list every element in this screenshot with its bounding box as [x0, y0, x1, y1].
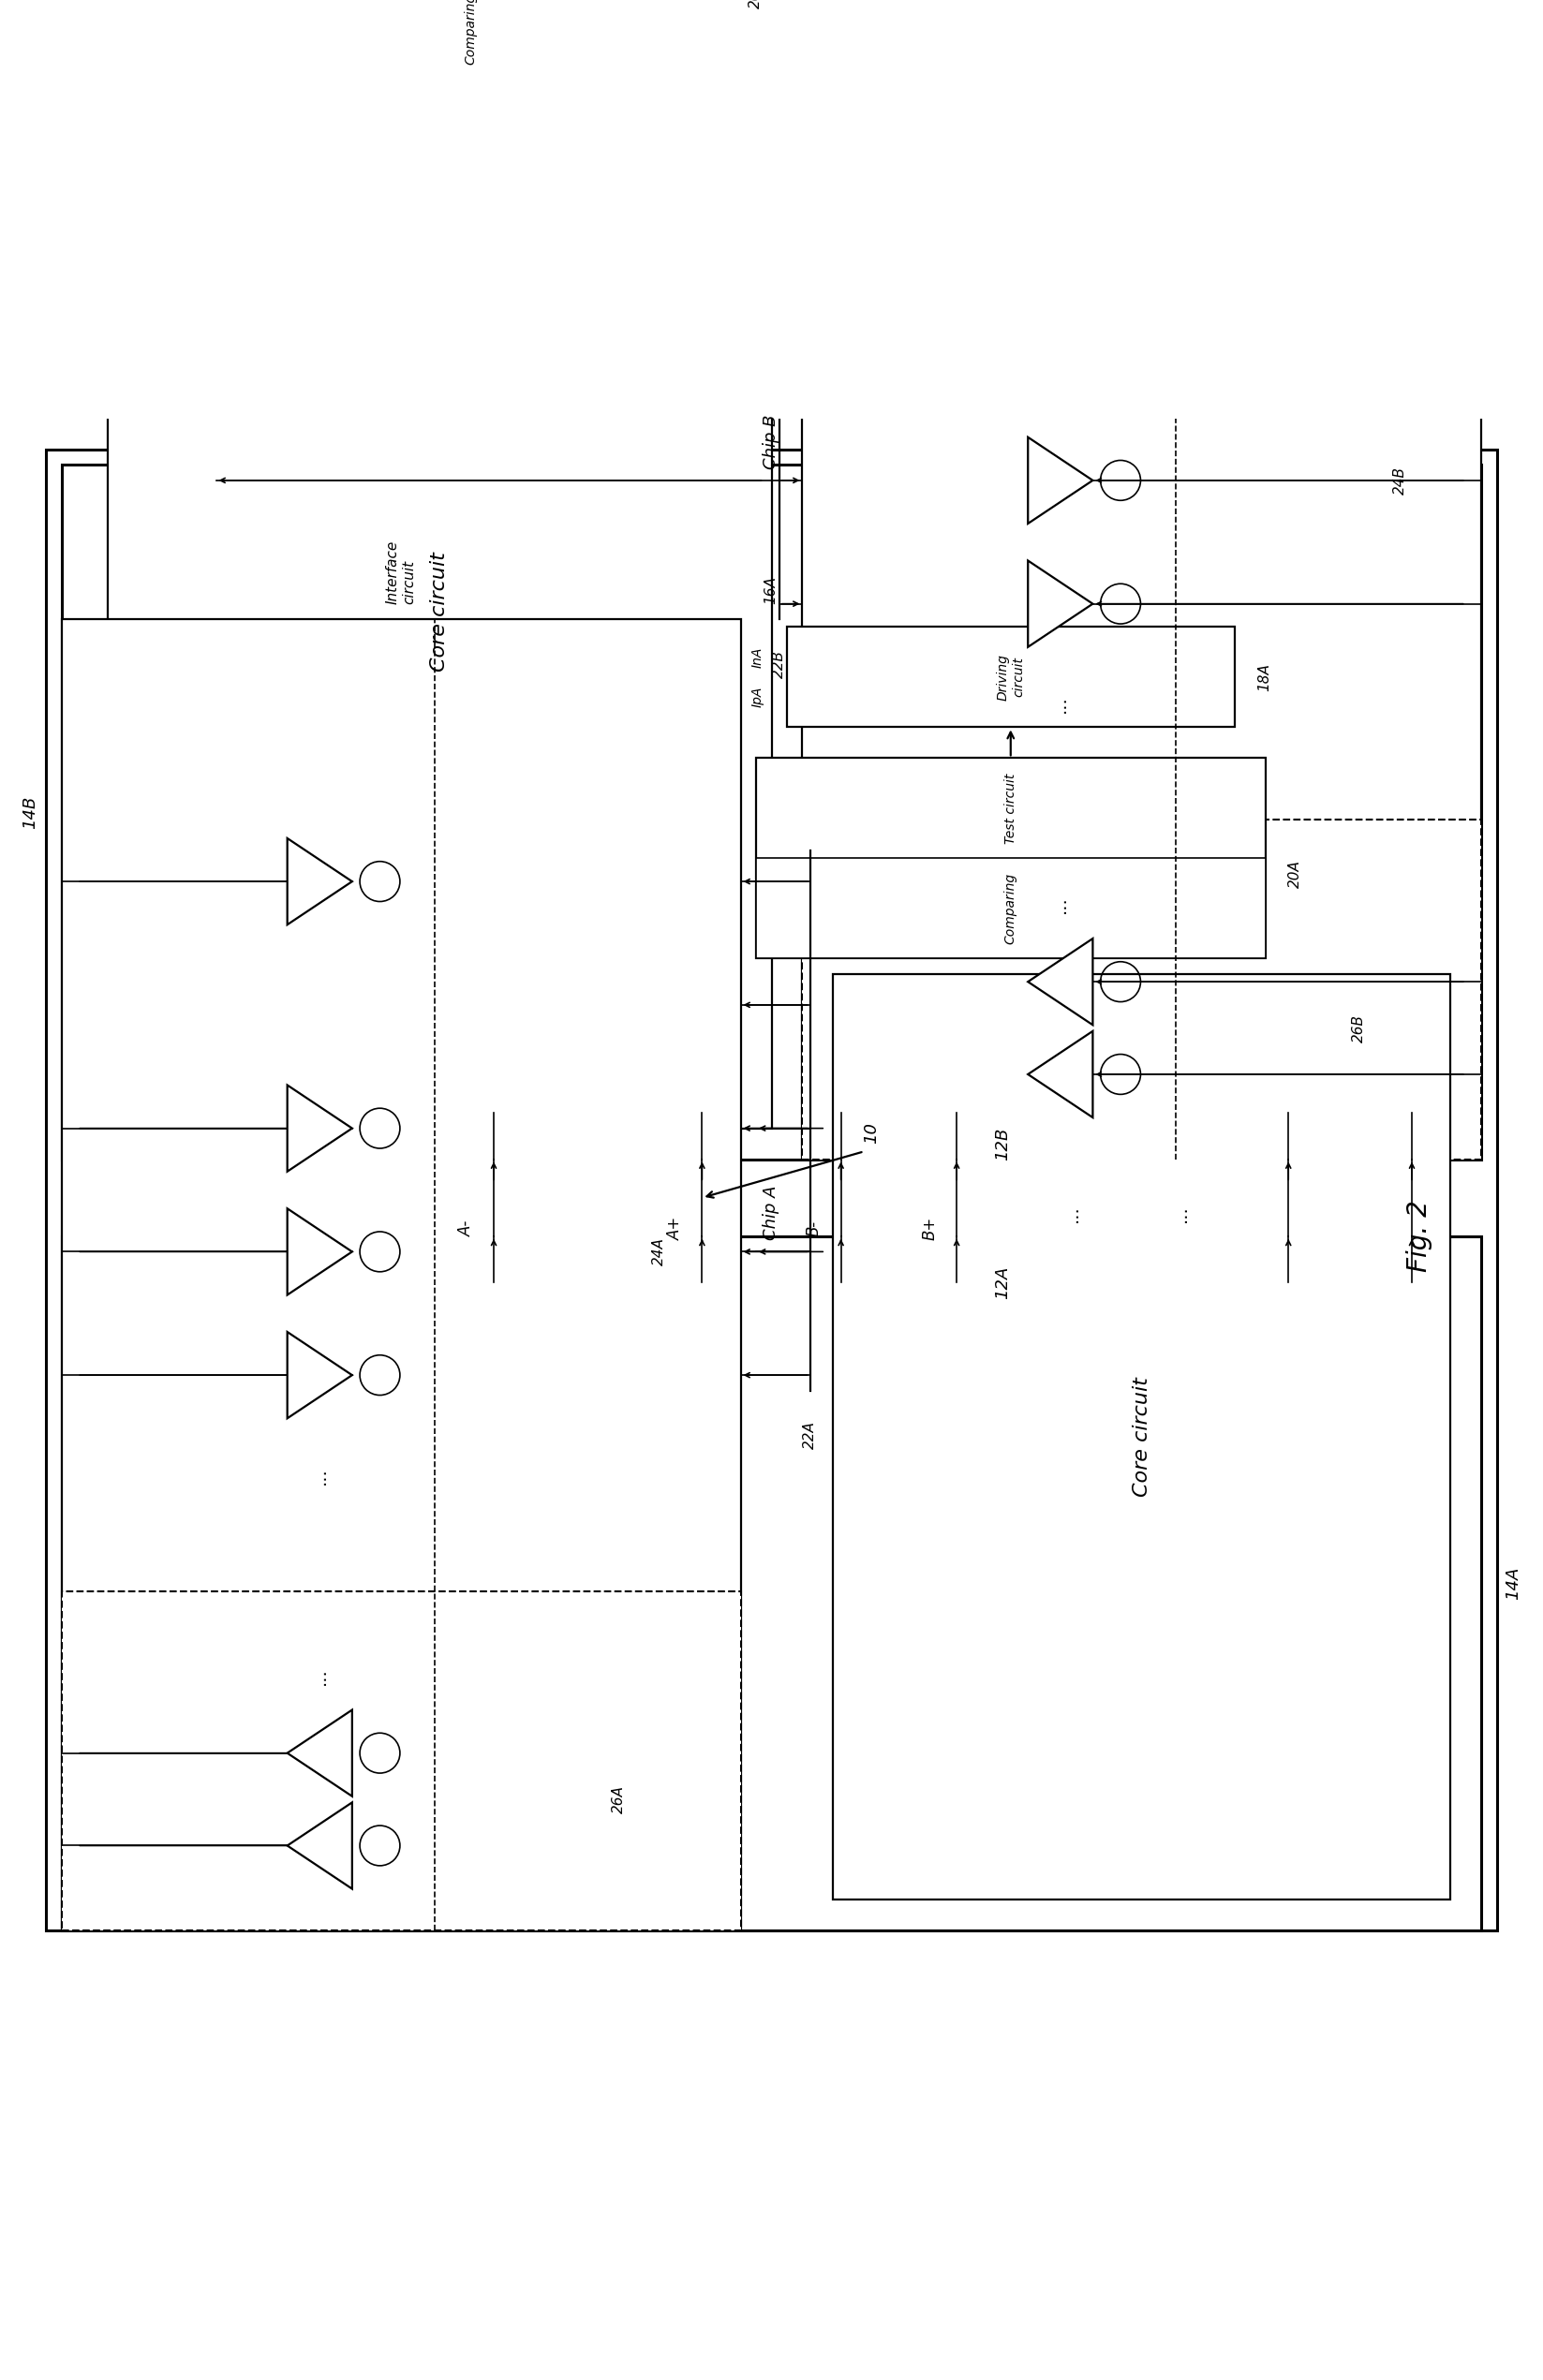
Text: 18A: 18A: [1258, 664, 1271, 690]
Bar: [802, 819, 1481, 1159]
Polygon shape: [1028, 67, 1092, 152]
Text: Fig. 2: Fig. 2: [1406, 1200, 1433, 1273]
Text: A-: A-: [458, 1221, 475, 1238]
Text: Driving
circuit: Driving circuit: [997, 655, 1025, 700]
Polygon shape: [287, 838, 352, 926]
Polygon shape: [287, 1209, 352, 1295]
Text: 10: 10: [864, 1123, 880, 1145]
Polygon shape: [1028, 562, 1092, 647]
Text: Chip A: Chip A: [764, 1185, 779, 1240]
Text: 14B: 14B: [22, 795, 39, 828]
Polygon shape: [287, 1085, 352, 1171]
Text: 24B: 24B: [1393, 466, 1407, 495]
Bar: [216, 0, 725, 79]
Polygon shape: [1028, 938, 1092, 1026]
Text: Test circuit: Test circuit: [1004, 774, 1017, 843]
Bar: [756, 759, 1265, 959]
Text: ...: ...: [310, 1666, 329, 1685]
Text: InA: InA: [750, 647, 764, 666]
Polygon shape: [287, 1333, 352, 1418]
Text: 20B: 20B: [748, 0, 762, 10]
Polygon shape: [287, 1709, 352, 1797]
Bar: [62, 464, 1481, 1159]
Text: 20A: 20A: [1288, 859, 1302, 888]
Bar: [833, 973, 1450, 1899]
Bar: [108, 95, 772, 1128]
Polygon shape: [1028, 314, 1092, 400]
Polygon shape: [287, 1802, 352, 1890]
Text: Interface
circuit: Interface circuit: [386, 540, 417, 605]
Text: Chip B: Chip B: [764, 414, 779, 469]
Text: Core circuit: Core circuit: [430, 552, 449, 671]
Text: ...: ...: [310, 1466, 329, 1485]
Text: 12A: 12A: [995, 1266, 1011, 1299]
Bar: [802, 0, 1481, 1159]
Text: 12B: 12B: [995, 1128, 1011, 1161]
Bar: [787, 626, 1234, 728]
Text: A+: A+: [667, 1216, 684, 1240]
Text: 24A: 24A: [653, 1238, 667, 1266]
Bar: [756, 859, 1265, 959]
Text: 16A: 16A: [764, 576, 778, 605]
Text: 22A: 22A: [802, 1421, 818, 1449]
Polygon shape: [1028, 1031, 1092, 1119]
Text: 26A: 26A: [611, 1785, 625, 1814]
Text: Core circuit: Core circuit: [1133, 1378, 1151, 1497]
Bar: [62, 1592, 741, 1930]
Text: 26B: 26B: [1352, 1014, 1366, 1042]
Text: Comparing: Comparing: [1004, 873, 1017, 945]
Text: ...: ...: [1051, 695, 1069, 714]
Text: ...: ...: [1171, 1204, 1190, 1221]
Text: 22B: 22B: [772, 650, 787, 678]
Text: B-: B-: [805, 1221, 822, 1238]
Text: 14A: 14A: [1504, 1566, 1521, 1599]
Polygon shape: [1028, 438, 1092, 524]
Bar: [62, 619, 741, 1930]
Text: ...: ...: [1063, 1204, 1082, 1221]
Text: IpA: IpA: [750, 688, 764, 707]
Text: Comparing: Comparing: [464, 0, 477, 64]
Bar: [62, 1235, 1481, 1930]
Text: ...: ...: [1051, 895, 1069, 914]
Bar: [216, 0, 725, 79]
Text: B+: B+: [921, 1216, 938, 1240]
